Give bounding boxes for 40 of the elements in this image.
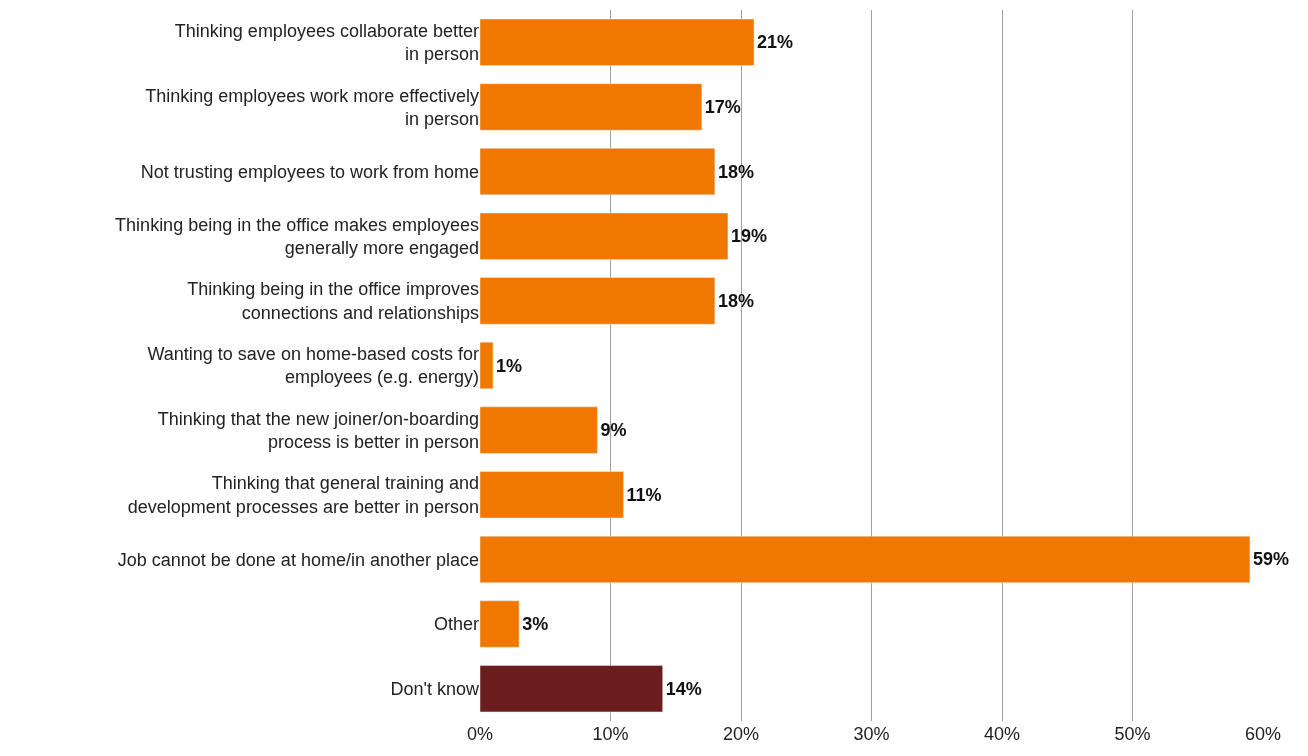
y-tick-label: Not trusting employees to work from home: [140, 161, 479, 182]
bar: [480, 212, 729, 260]
data-label: 18%: [717, 161, 754, 182]
bar: [480, 471, 624, 519]
y-tick-label: Thinking employees work more effectively in person: [145, 85, 479, 129]
x-tick-label: 10%: [592, 724, 629, 744]
data-label: 11%: [626, 484, 662, 505]
x-tick-label: 40%: [983, 724, 1021, 744]
y-tick-label: Wanting to save on home-based costs for employees (e.g. energy): [147, 344, 479, 388]
bar: [480, 148, 716, 196]
x-tick-label: 30%: [853, 724, 890, 744]
bar: [480, 83, 703, 131]
bar: [480, 535, 1251, 583]
x-tick-label: 20%: [722, 724, 760, 744]
bar: [480, 341, 494, 390]
y-tick-label: Don't know: [390, 678, 480, 699]
data-label: 3%: [522, 614, 549, 635]
bar: [480, 406, 598, 454]
x-tick-label: 50%: [1114, 724, 1151, 744]
y-tick-label: Thinking that the new joiner/on-boarding process is better in person: [157, 408, 479, 453]
bar: [480, 277, 716, 325]
x-tick-label: 60%: [1244, 724, 1282, 744]
y-tick-label: Job cannot be done at home/in another place: [117, 549, 479, 570]
data-label: 1%: [496, 355, 523, 376]
y-tick-label: Thinking being in the office improves connections and relationships: [187, 279, 479, 323]
data-label: 17%: [704, 96, 741, 117]
y-tick-label: Thinking that general training and development processes are better in person: [127, 473, 479, 517]
y-tick-label: Other: [433, 614, 479, 635]
bar: [480, 665, 663, 713]
data-label: 19%: [730, 226, 767, 247]
data-label: 14%: [665, 678, 702, 699]
y-tick-label: Thinking being in the office makes employees generally more engaged: [115, 214, 479, 259]
data-label: 9%: [600, 420, 627, 441]
x-tick-label: 0%: [466, 724, 494, 744]
data-label: 59%: [1252, 549, 1289, 570]
bar: [480, 600, 520, 648]
data-label: 18%: [717, 290, 754, 311]
y-tick-label: Thinking employees collaborate better in person: [174, 20, 480, 65]
data-label: 21%: [757, 32, 794, 53]
bar: [480, 18, 755, 66]
